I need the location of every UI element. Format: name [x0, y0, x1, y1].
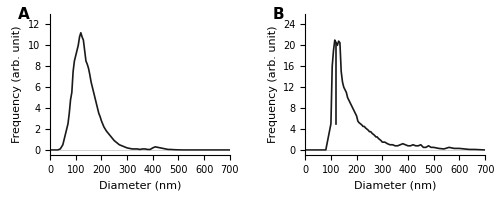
- Text: A: A: [18, 7, 29, 22]
- Y-axis label: Frequency (arb. unit): Frequency (arb. unit): [268, 26, 278, 143]
- X-axis label: Diameter (nm): Diameter (nm): [354, 180, 436, 190]
- Y-axis label: Frequency (arb. unit): Frequency (arb. unit): [12, 26, 22, 143]
- Text: B: B: [273, 7, 284, 22]
- X-axis label: Diameter (nm): Diameter (nm): [98, 180, 181, 190]
